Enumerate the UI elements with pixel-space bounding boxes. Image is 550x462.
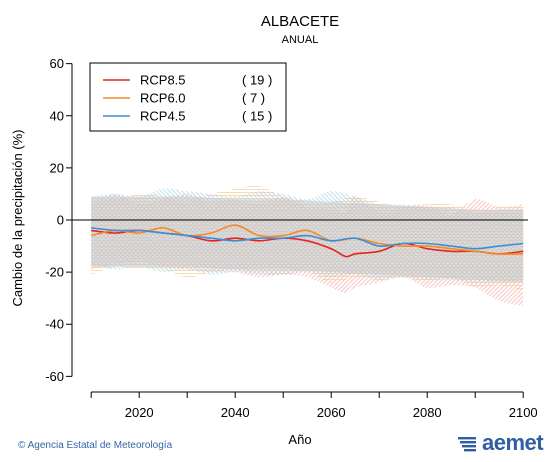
agency-credit: © Agencia Estatal de Meteorología <box>18 440 173 451</box>
series-lines <box>91 224 524 258</box>
x-tick-label: 2100 <box>509 405 538 420</box>
y-tick-label: 0 <box>57 213 64 228</box>
y-tick-label: 20 <box>50 160 64 175</box>
axes: 60 40 20 0 -20 -40 -60 2020 2040 2060 2080 2100 <box>45 56 538 420</box>
y-tick-label: 60 <box>50 56 64 71</box>
x-axis-label: Año <box>288 432 311 447</box>
y-tick-label: 40 <box>50 108 64 123</box>
legend-label: RCP8.5 <box>140 73 186 88</box>
legend-box <box>89 62 287 132</box>
aemet-logo-icon <box>458 437 476 452</box>
aemet-logo-text: aemet <box>482 430 544 455</box>
legend-count: ( 15 ) <box>242 109 272 124</box>
x-tick-label: 2080 <box>413 405 442 420</box>
line-rcp60 <box>91 224 524 255</box>
uncertainty-bands <box>91 185 524 306</box>
legend-count: ( 7 ) <box>242 91 265 106</box>
chart-title: ALBACETE <box>261 13 339 30</box>
chart-subtitle: ANUAL <box>282 34 319 46</box>
y-axis-label: Cambio de la precipitación (%) <box>10 129 25 306</box>
x-tick-label: 2060 <box>317 405 346 420</box>
y-tick-label: -60 <box>45 369 64 384</box>
x-tick-label: 2020 <box>125 405 154 420</box>
legend-label: RCP6.0 <box>140 91 186 106</box>
aemet-logo: aemet <box>458 430 544 456</box>
legend: RCP8.5 ( 19 ) RCP6.0 ( 7 ) RCP4.5 ( 15 ) <box>89 62 287 132</box>
x-tick-label: 2040 <box>221 405 250 420</box>
y-tick-label: -40 <box>45 317 64 332</box>
grey-common-band <box>91 196 524 283</box>
legend-count: ( 19 ) <box>242 73 272 88</box>
y-tick-label: -20 <box>45 265 64 280</box>
legend-label: RCP4.5 <box>140 109 186 124</box>
line-rcp45 <box>91 227 524 250</box>
